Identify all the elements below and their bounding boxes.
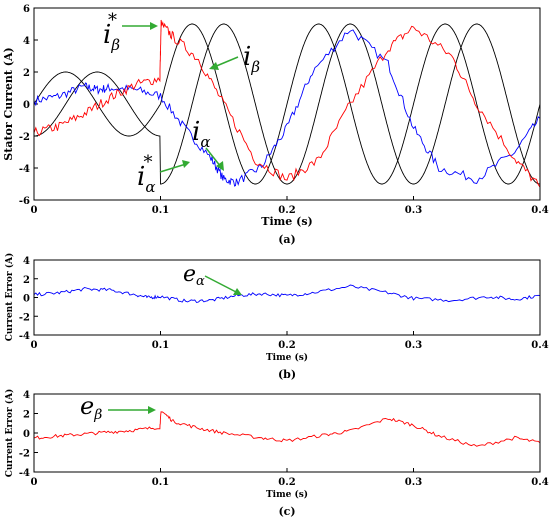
panel-b-xtick-label: 0.2	[278, 340, 295, 351]
panel-c-ytick-label: -4	[19, 468, 30, 479]
panel-b-ytick-label: -4	[19, 331, 30, 342]
panel-c-ytick-label: 4	[23, 390, 30, 401]
e-alpha-arrowhead	[233, 288, 242, 295]
panel-a-ytick-label: -6	[19, 196, 30, 207]
panel-a-xtick-label: 0.3	[405, 205, 422, 216]
panel-a-ytick-label: 6	[23, 4, 30, 15]
i-beta-label: iβ	[243, 42, 260, 76]
panel-b-grid-ticks: 0 0.1 0.2 0.3 0.4 -4 -2 0 2 4	[19, 256, 549, 351]
i-beta-series-line	[33, 19, 541, 188]
panel-b-ylabel: Current Error (A)	[4, 253, 15, 341]
i-beta-star-arrowhead	[150, 22, 158, 30]
panel-b-caption: (b)	[278, 368, 296, 381]
panel-c-xtick-label: 0.1	[152, 477, 169, 488]
panel-a-xtick-label: 0.1	[152, 205, 169, 216]
panel-b-frame	[33, 259, 541, 336]
e-alpha-arrow	[204, 275, 239, 294]
panel-a-xtick-label: 0	[31, 205, 38, 216]
panel-c-ytick-label: 0	[23, 429, 30, 440]
panel-c-xlabel: Time (s)	[266, 489, 308, 500]
i-alpha-star-arrowhead	[182, 160, 190, 168]
panel-b-xtick-label: 0.3	[405, 340, 422, 351]
alpha-reference-line	[33, 23, 541, 185]
panel-b: 0 0.1 0.2 0.3 0.4 -4 -2 0 2 4 Current Error (A) T…	[4, 253, 549, 381]
panel-a-caption: (a)	[278, 233, 296, 246]
panel-c-frame	[33, 393, 541, 473]
panel-a-xtick-label: 0.2	[278, 205, 295, 216]
panel-b-xtick-label: 0.1	[152, 340, 169, 351]
panel-b-ytick-label: -2	[19, 312, 30, 323]
panel-b-ytick-label: 0	[23, 294, 30, 305]
e-beta-label: eβ	[80, 392, 102, 423]
panel-b-xlabel: Time (s)	[266, 352, 308, 363]
i-alpha-label: iα	[192, 117, 210, 151]
panel-a-grid-ticks: 0 0.1 0.2 0.3 0.4 -6 -4 -2 0 2 4 6	[19, 4, 549, 216]
panel-c-xtick-label: 0.3	[405, 477, 422, 488]
panel-c-ytick-label: 2	[23, 410, 30, 421]
panel-c: 0 0.1 0.2 0.3 0.4 -4 -2 0 2 4 Current Error (A) T…	[4, 389, 549, 518]
panel-a-ytick-label: 2	[23, 68, 30, 79]
panel-c-xtick-label: 0.2	[278, 477, 295, 488]
panel-b-xtick-label: 0	[31, 340, 38, 351]
i-alpha-series-line	[33, 29, 541, 187]
i-beta-arrowhead	[209, 62, 219, 70]
panel-b-xtick-label: 0.4	[531, 340, 548, 351]
panel-a-ytick-label: 4	[23, 36, 30, 47]
panel-a-ytick-label: -4	[19, 164, 30, 175]
panel-a: 0 0.1 0.2 0.3 0.4 -6 -4 -2 0 2 4 6 Stator Current (…	[2, 4, 549, 246]
i-beta-arrow	[213, 56, 239, 68]
i-alpha-star-label: iα*	[137, 152, 155, 196]
panel-c-xtick-label: 0	[31, 477, 38, 488]
panel-c-xtick-label: 0.4	[531, 477, 548, 488]
i-alpha-arrowhead	[216, 161, 224, 171]
panel-c-ylabel: Current Error (A)	[4, 389, 15, 477]
e-alpha-label: eα	[183, 262, 205, 289]
panel-a-xtick-label: 0.4	[531, 205, 548, 216]
panel-c-caption: (c)	[278, 505, 295, 518]
panel-b-ytick-label: 4	[23, 256, 30, 267]
i-alpha-arrow	[205, 147, 222, 168]
panel-a-ytick-label: -2	[19, 132, 30, 143]
i-alpha-star-arrow	[159, 163, 187, 173]
i-beta-star-label: iβ*	[103, 10, 120, 54]
panel-a-ytick-label: 0	[23, 100, 30, 111]
e-beta-series-line	[33, 411, 541, 447]
e-alpha-series-line	[33, 284, 541, 304]
e-beta-arrowhead	[148, 406, 156, 414]
panel-c-ytick-label: -2	[19, 449, 30, 460]
panel-a-xlabel: Time (s)	[261, 215, 312, 228]
panel-a-frame	[33, 7, 541, 201]
panel-b-ytick-label: 2	[23, 275, 30, 286]
panel-a-ylabel: Stator Current (A)	[2, 47, 15, 160]
